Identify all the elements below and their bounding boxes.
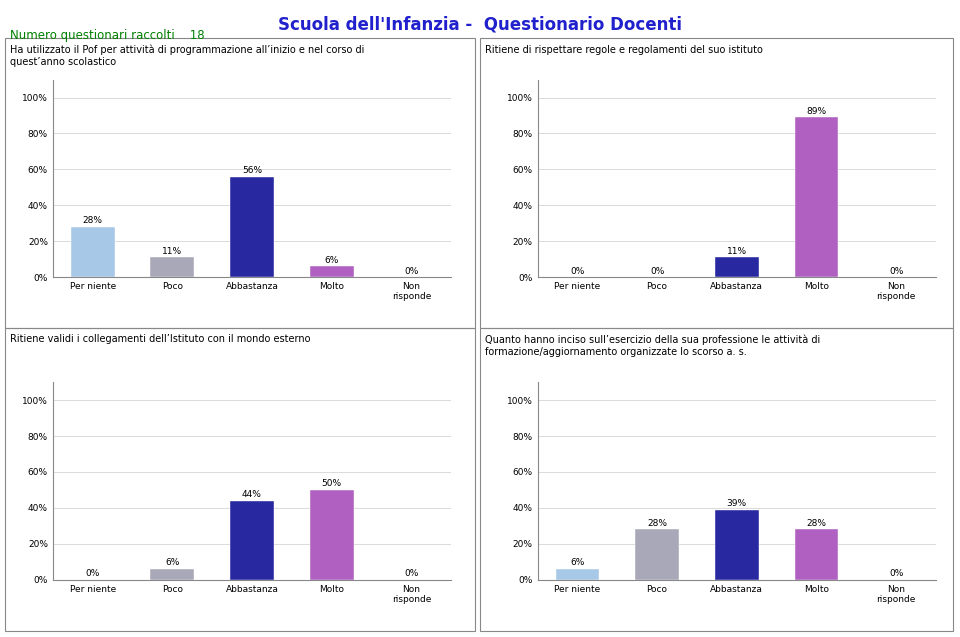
Text: Numero questionari raccolti    18: Numero questionari raccolti 18 — [10, 29, 204, 41]
Text: 6%: 6% — [165, 559, 180, 568]
Text: 39%: 39% — [727, 499, 747, 508]
Bar — [795, 117, 838, 277]
Bar — [715, 257, 758, 277]
Bar — [230, 176, 274, 277]
Text: 0%: 0% — [85, 569, 100, 578]
Text: 11%: 11% — [162, 247, 182, 256]
Text: 6%: 6% — [324, 256, 339, 265]
Bar — [151, 569, 194, 580]
Text: 0%: 0% — [650, 267, 664, 276]
Text: Quanto hanno inciso sull’esercizio della sua professione le attività di
formazio: Quanto hanno inciso sull’esercizio della… — [485, 334, 820, 357]
Bar — [795, 529, 838, 580]
Text: 56%: 56% — [242, 166, 262, 175]
Text: 28%: 28% — [83, 217, 103, 225]
Text: 0%: 0% — [889, 267, 903, 276]
Bar — [636, 529, 679, 580]
Text: 28%: 28% — [647, 519, 667, 528]
Text: 11%: 11% — [727, 247, 747, 256]
Bar — [71, 227, 114, 277]
Text: 6%: 6% — [570, 559, 585, 568]
Text: Ritiene di rispettare regole e regolamenti del suo istituto: Ritiene di rispettare regole e regolamen… — [485, 45, 762, 55]
Text: 44%: 44% — [242, 490, 262, 499]
Bar — [310, 490, 353, 580]
Bar — [715, 510, 758, 580]
Text: Ha utilizzato il Pof per attività di programmazione all’inizio e nel corso di
qu: Ha utilizzato il Pof per attività di pro… — [10, 45, 364, 67]
Bar — [310, 266, 353, 277]
Text: 0%: 0% — [404, 569, 419, 578]
Bar — [230, 501, 274, 580]
Text: 89%: 89% — [806, 107, 827, 116]
Text: 0%: 0% — [404, 267, 419, 276]
Text: Scuola dell'Infanzia -  Questionario Docenti: Scuola dell'Infanzia - Questionario Doce… — [278, 16, 682, 34]
Text: 0%: 0% — [570, 267, 585, 276]
Bar — [556, 569, 599, 580]
Text: 50%: 50% — [322, 480, 342, 489]
Text: 28%: 28% — [806, 519, 827, 528]
Text: Ritiene validi i collegamenti dell’Istituto con il mondo esterno: Ritiene validi i collegamenti dell’Istit… — [10, 334, 310, 345]
Bar — [151, 257, 194, 277]
Text: 0%: 0% — [889, 569, 903, 578]
